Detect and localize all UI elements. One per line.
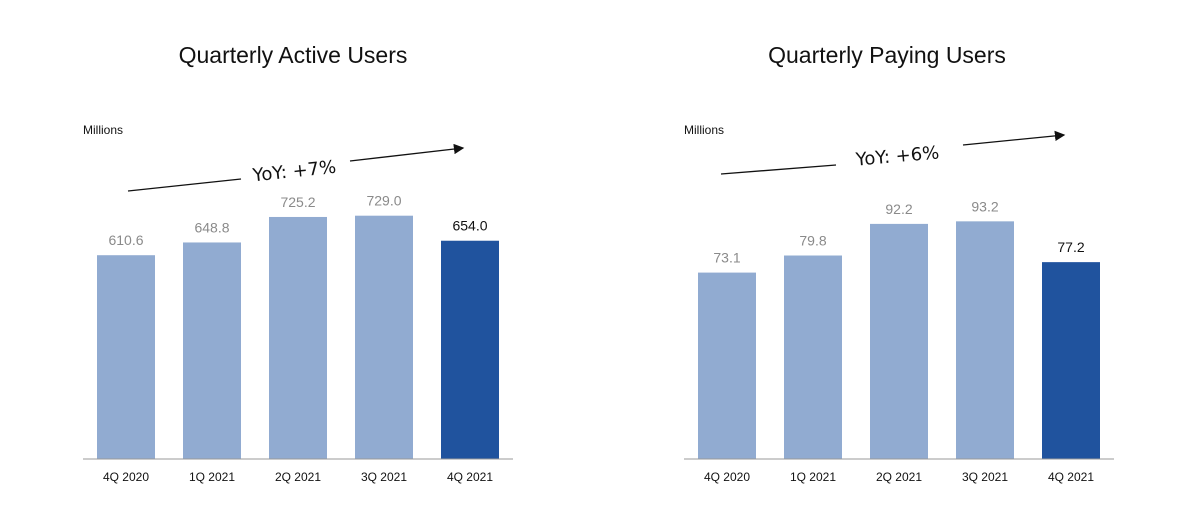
paying-users-panel: Quarterly Paying Users Millions 73.1 4Q 2… bbox=[601, 0, 1177, 531]
bar bbox=[870, 223, 928, 459]
chart-title: Quarterly Paying Users bbox=[768, 42, 1006, 68]
bar bbox=[1042, 262, 1100, 459]
data-label: 77.2 bbox=[1057, 239, 1084, 255]
x-tick-label: 2Q 2021 bbox=[876, 470, 922, 484]
bar bbox=[698, 272, 756, 459]
trend-arrow bbox=[962, 130, 1066, 146]
active-users-panel: Quarterly Active Users Millions 610.6 4Q … bbox=[0, 0, 588, 531]
data-label: 92.2 bbox=[885, 201, 912, 217]
trend-arrow bbox=[349, 143, 465, 162]
bar bbox=[784, 255, 842, 459]
data-label: 93.2 bbox=[971, 198, 998, 214]
yoy-annotation: YoY: +7% bbox=[251, 157, 337, 187]
bar bbox=[441, 240, 499, 459]
x-tick-label: 4Q 2020 bbox=[704, 470, 750, 484]
x-tick-label: 4Q 2020 bbox=[103, 470, 149, 484]
bar bbox=[355, 215, 413, 459]
active-users-chart: 610.6 4Q 2020 648.8 1Q 2021 725.2 2Q 2021 729.… bbox=[83, 143, 513, 484]
x-tick-label: 3Q 2021 bbox=[962, 470, 1008, 484]
x-tick-label: 1Q 2021 bbox=[189, 470, 235, 484]
data-label: 725.2 bbox=[280, 194, 315, 210]
data-label: 648.8 bbox=[194, 219, 229, 235]
x-tick-label: 1Q 2021 bbox=[790, 470, 836, 484]
x-tick-label: 4Q 2021 bbox=[1048, 470, 1094, 484]
paying-users-chart: 73.1 4Q 2020 79.8 1Q 2021 92.2 2Q 2021 93.2 3Q … bbox=[684, 130, 1114, 484]
x-tick-label: 3Q 2021 bbox=[361, 470, 407, 484]
bar bbox=[956, 221, 1014, 459]
data-label: 73.1 bbox=[713, 250, 740, 266]
yoy-annotation: YoY: +6% bbox=[854, 142, 940, 170]
trend-line bbox=[127, 178, 242, 192]
data-label: 610.6 bbox=[108, 232, 143, 248]
bar bbox=[97, 255, 155, 459]
data-label: 729.0 bbox=[366, 193, 401, 209]
bar bbox=[269, 216, 327, 459]
x-tick-label: 4Q 2021 bbox=[447, 470, 493, 484]
data-label: 79.8 bbox=[799, 233, 826, 249]
unit-label: Millions bbox=[83, 123, 124, 137]
unit-label: Millions bbox=[684, 123, 725, 137]
data-label: 654.0 bbox=[452, 218, 487, 234]
x-tick-label: 2Q 2021 bbox=[275, 470, 321, 484]
trend-line bbox=[720, 164, 837, 175]
bar bbox=[183, 242, 241, 459]
chart-title: Quarterly Active Users bbox=[178, 42, 408, 68]
